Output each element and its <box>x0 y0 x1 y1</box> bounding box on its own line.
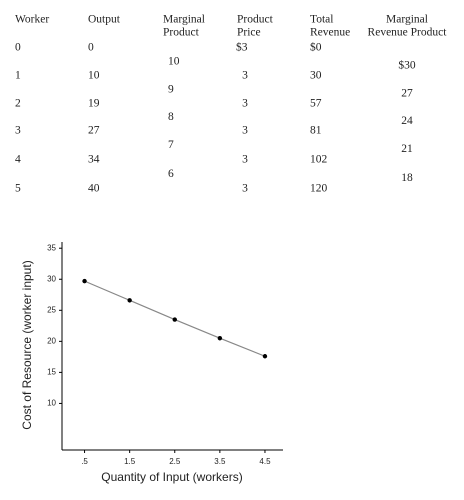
table-cell: 3 <box>242 183 248 195</box>
table-cell: 6 <box>168 168 174 180</box>
column-header: Total <box>310 14 333 26</box>
y-tick-label: 25 <box>47 305 56 314</box>
y-tick-label: 15 <box>47 367 56 376</box>
table-cell: 0 <box>15 42 21 54</box>
table-cell: 9 <box>168 84 174 96</box>
column-header: Product <box>163 27 200 39</box>
table-cell: 34 <box>88 154 100 166</box>
column-header: Output <box>88 14 121 26</box>
table-cell: 10 <box>168 56 180 68</box>
table-cell: $30 <box>398 59 416 72</box>
y-tick-label: 30 <box>47 274 56 283</box>
table-cell: 0 <box>88 42 94 54</box>
column-header: Marginal <box>386 14 428 26</box>
point <box>127 298 132 303</box>
column-header: Revenue <box>310 27 350 39</box>
y-axis-label: Cost of Resource (worker input) <box>20 260 34 429</box>
table-cell: 3 <box>242 154 248 166</box>
y-tick-label: 20 <box>47 336 56 345</box>
point <box>217 336 223 341</box>
table-cell: 3 <box>242 98 248 110</box>
table-cell: 7 <box>168 139 174 151</box>
point <box>82 278 87 284</box>
y-tick-label: 35 <box>47 243 56 252</box>
column-header: Marginal <box>163 14 205 26</box>
x-tick-label: .5 <box>81 457 88 466</box>
table-cell: 4 <box>15 154 21 166</box>
table-cell: 27 <box>88 125 100 137</box>
table-cell: 5 <box>15 183 21 195</box>
x-tick-label: 1.5 <box>124 457 136 466</box>
x-tick-label: 2.5 <box>169 457 181 466</box>
table-cell: 21 <box>401 143 413 155</box>
column-header: Price <box>237 27 261 39</box>
table-cell: 10 <box>88 70 100 82</box>
table-cell: 27 <box>401 88 413 100</box>
point <box>172 317 177 322</box>
x-axis-label: Quantity of Input (workers) <box>101 470 242 484</box>
table-cell: 3 <box>242 70 248 82</box>
table-cell: 3 <box>15 125 21 137</box>
table-cell: $3 <box>236 41 248 54</box>
table-cell: 24 <box>401 115 413 127</box>
y-tick-label: 10 <box>47 399 56 408</box>
column-header: Revenue Product <box>368 27 448 39</box>
table-cell: 18 <box>401 172 413 184</box>
table-cell: 120 <box>310 183 328 195</box>
column-header: Worker <box>15 14 49 26</box>
table-cell: 81 <box>310 125 322 137</box>
point <box>262 354 268 359</box>
table-cell: 19 <box>88 98 100 110</box>
x-tick-label: 3.5 <box>214 457 226 466</box>
table-cell: 40 <box>88 183 100 195</box>
column-header: Product <box>237 14 274 26</box>
table-cell: 2 <box>15 98 21 110</box>
table-cell: 8 <box>168 111 174 123</box>
table-cell: 102 <box>310 154 328 166</box>
table-cell: 1 <box>15 70 21 82</box>
x-tick-label: 4.5 <box>259 457 271 466</box>
table-cell: 30 <box>310 70 322 82</box>
table-cell: 3 <box>242 125 248 137</box>
table-cell: $0 <box>310 41 322 54</box>
table-cell: 57 <box>310 98 322 110</box>
